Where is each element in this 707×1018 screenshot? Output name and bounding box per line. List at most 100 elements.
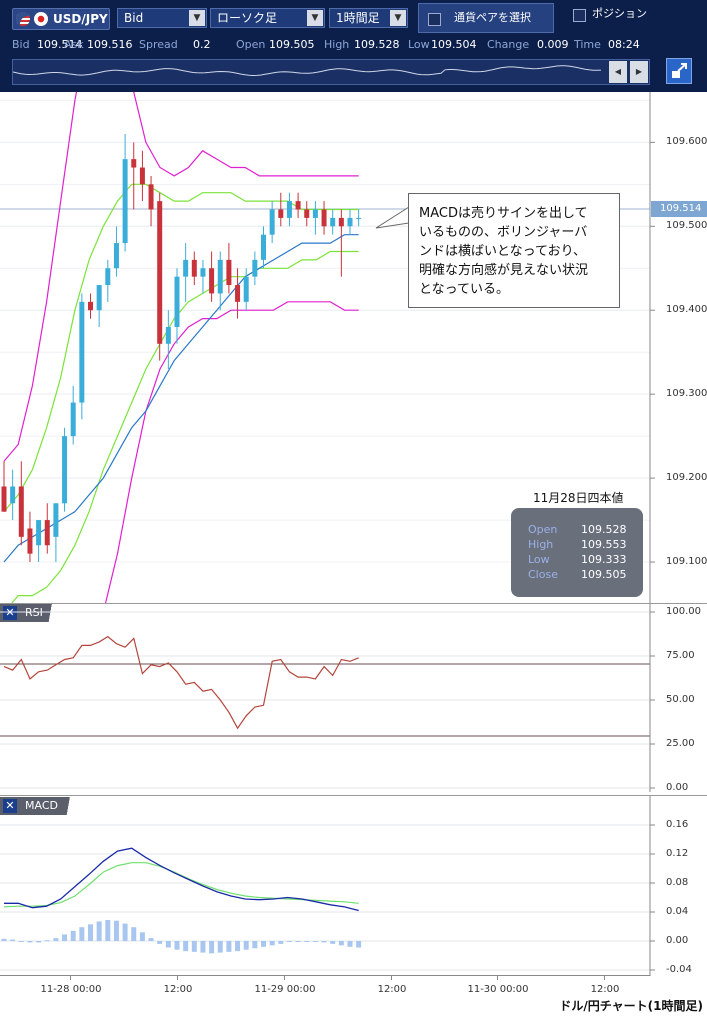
candle-body [312,209,318,218]
chevron-down-icon: ▼ [390,10,406,26]
candle [269,201,275,244]
candle-body [131,159,137,168]
candle [165,310,171,369]
candle [139,150,145,202]
macd-histogram-bar [330,941,336,944]
candle-body [295,201,301,210]
rsi-pane-separator [0,603,707,604]
callout-line: いるものの、ボリンジャーバ [419,225,588,240]
ohlc-row: Low 109.333 [528,553,638,567]
candle [304,201,310,227]
candle-body [36,520,42,546]
scroll-right-button[interactable]: ▶ [630,61,648,83]
pair-select-button[interactable]: 通貨ペアを選択 [418,3,554,33]
candle-body [53,503,59,537]
minimap-scrollbar[interactable]: ◀ ▶ [12,59,650,85]
candle [105,259,111,302]
x-tick-label: 12:00 [163,984,193,995]
macd-histogram-bar [96,921,102,941]
position-label: ポジション [592,7,647,20]
macd-histogram-bar [79,927,85,941]
chart-type-dropdown[interactable]: ローソク足 ▼ [210,8,325,28]
top-toolbar: USD/JPY Bid ▼ ローソク足 ▼ 1時間足 ▼ 通貨ペアを選択 ポジシ… [0,0,707,92]
close-icon[interactable]: ✕ [3,799,17,813]
jp-flag-icon [34,12,48,26]
candle-body [27,528,33,554]
x-tick-label: 12:00 [377,984,407,995]
rsi-tick-label: 25.00 [666,738,695,749]
candle-body [1,486,7,512]
price-chart[interactable] [0,92,707,604]
macd-histogram-bar [53,938,59,941]
candle [209,251,215,302]
y-tick-label: 109.600 [666,136,707,148]
callout-line: 明確な方向感が見えない状況 [419,263,589,278]
rsi-tick-label: 75.00 [666,650,695,661]
macd-histogram-bar [165,941,171,948]
candle [27,511,33,563]
candle-body [96,285,102,311]
ohlc-row: Open 109.528 [528,523,638,537]
ohlc-label-open: Open [528,523,558,536]
candle [286,192,292,227]
macd-histogram-bar [304,941,310,942]
candle [10,469,16,521]
bollinger-upper-2sigma [3,92,359,462]
candle [295,192,301,218]
pair-select-label: 通貨ペアを選択 [454,11,531,24]
candle-body [338,217,344,227]
macd-histogram-bar [286,941,292,942]
ohlc-title: 11月28日四本値 [533,491,624,505]
currency-pair-selector[interactable]: USD/JPY [12,8,110,30]
x-tick [177,975,178,980]
candle-body [122,159,128,244]
macd-histogram-bar [174,941,180,950]
timeframe-value: 1時間足 [336,11,380,25]
expand-chart-button[interactable] [666,58,692,84]
price-type-dropdown[interactable]: Bid ▼ [117,8,207,28]
pair-select-checkbox[interactable] [428,13,441,26]
us-flag-icon [16,12,30,26]
candle-body [347,217,353,227]
rsi-tick-label: 0.00 [666,782,689,793]
candle [53,503,59,563]
candle-body [356,217,362,219]
x-axis-line [0,975,650,976]
ohlc-value-open: 109.528 [581,523,627,536]
candle-body [88,301,93,311]
y-tick-label: 109.400 [666,304,707,316]
macd-histogram-bar [62,934,68,941]
macd-histogram-bar [88,924,93,941]
position-checkbox[interactable] [573,9,586,22]
y-tick-label: 109.500 [666,220,707,232]
ohlc-value-low: 109.333 [581,553,627,566]
candle [217,251,223,311]
y-tick-label: 109.100 [666,556,707,568]
bollinger-lower-2sigma [104,301,359,604]
macd-histogram-bar [105,919,111,941]
macd-histogram-bar [295,941,301,942]
quote-value-open: 109.505 [269,38,315,51]
x-tick-label: 11-29 00:00 [254,984,316,995]
macd-histogram-bar [139,932,145,941]
ohlc-panel: Open 109.528 High 109.553 Low 109.333 Close 109… [511,508,643,597]
candle-body [113,243,119,269]
scroll-left-button[interactable]: ◀ [609,61,627,83]
macd-chart[interactable] [0,796,707,976]
timeframe-dropdown[interactable]: 1時間足 ▼ [329,8,408,28]
macd-pane-separator [0,795,707,796]
macd-histogram-bar [235,941,241,952]
x-tick [284,975,285,980]
chart-footer-title: ドル/円チャート(1時間足) [559,999,703,1013]
candle [88,293,93,319]
macd-histogram-bar [191,941,197,952]
quote-value-high: 109.528 [354,38,400,51]
macd-histogram-bar [122,923,128,941]
rsi-chart[interactable] [0,604,707,792]
candle [18,461,24,546]
candle [226,243,232,294]
candle [235,268,241,319]
candle-body [70,402,76,437]
current-price-tag: 109.514 [651,201,707,217]
candle-body [217,259,223,294]
